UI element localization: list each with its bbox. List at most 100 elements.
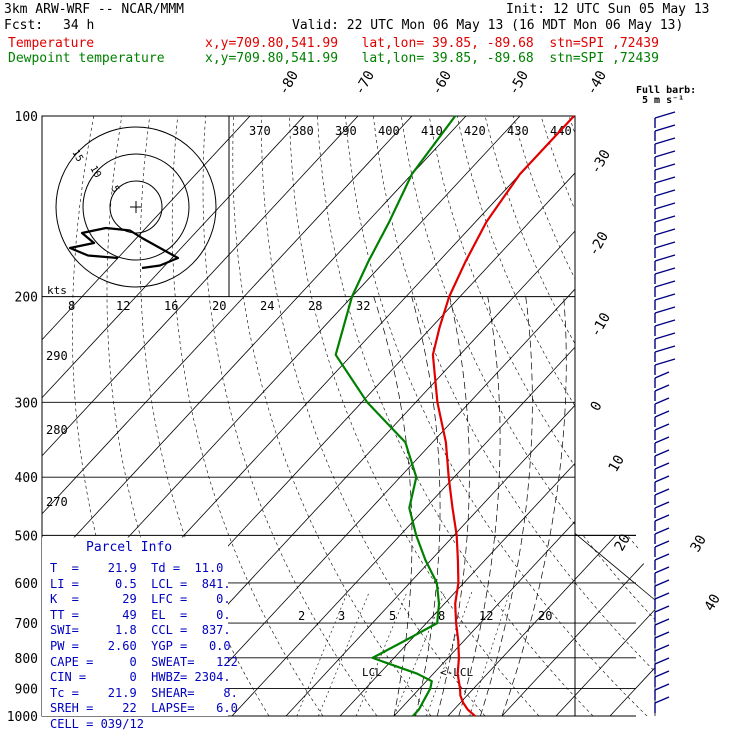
wind-barb bbox=[654, 202, 676, 210]
wind-barb bbox=[654, 644, 670, 652]
pressure-label: 700 bbox=[15, 617, 38, 632]
theta-label: 410 bbox=[421, 124, 443, 138]
isotherm-label: -80 bbox=[276, 68, 303, 98]
isotherm-label: 10 bbox=[606, 452, 628, 475]
wind-barb bbox=[654, 436, 670, 444]
wind-barb bbox=[654, 280, 676, 288]
wind-barb bbox=[654, 410, 670, 418]
isotherm-label: 40 bbox=[702, 591, 724, 614]
wind-barb bbox=[654, 657, 670, 665]
parcel-info-line: SREH = 22 LAPSE= 6.0 bbox=[50, 701, 238, 716]
parcel-info-line: PW = 2.60 YGP = 0.0 bbox=[50, 639, 231, 653]
hodograph-speed-label: 8 bbox=[68, 299, 75, 313]
wind-barb bbox=[654, 189, 676, 197]
wind-barb bbox=[654, 527, 670, 535]
wind-barb bbox=[654, 540, 670, 548]
wind-barb bbox=[654, 566, 670, 574]
parcel-info-line: Tc = 21.9 SHEAR= 8. bbox=[50, 685, 238, 700]
hodograph-speed-label: 28 bbox=[308, 299, 322, 313]
wind-barb bbox=[654, 345, 676, 353]
dry-adiabat bbox=[139, 116, 270, 716]
isotherm bbox=[42, 116, 359, 716]
wind-barb bbox=[654, 605, 670, 613]
dry-adiabat bbox=[171, 116, 324, 716]
isotherm-label: -60 bbox=[429, 68, 456, 98]
parcel-info-title: Parcel Info bbox=[86, 540, 173, 555]
dewpoint-legend-label: Dewpoint temperature bbox=[8, 51, 165, 66]
barb-legend-unit: 5 m s⁻¹ bbox=[642, 95, 684, 106]
isotherm bbox=[42, 116, 251, 716]
wind-barb bbox=[654, 319, 676, 327]
isotherm-label: -10 bbox=[588, 310, 615, 340]
hodograph-ring-label: 5 bbox=[108, 184, 121, 195]
pressure-label: 900 bbox=[15, 683, 38, 698]
pressure-label: 300 bbox=[15, 396, 38, 411]
dry-adiabat bbox=[512, 116, 655, 716]
parcel-info-line: TT = 49 EL = 0. bbox=[50, 607, 231, 622]
dry-adiabat bbox=[373, 116, 655, 716]
wind-barb bbox=[654, 124, 676, 132]
wind-barb bbox=[654, 111, 676, 119]
moist-adiabat bbox=[411, 296, 441, 716]
dewpoint-line bbox=[334, 115, 457, 717]
hodograph-ring-label: 10 bbox=[87, 164, 103, 180]
wind-barb bbox=[654, 618, 670, 626]
wind-barb bbox=[654, 449, 670, 457]
parcel-info-line: CIN = 0 HWBZ= 2304. bbox=[50, 670, 231, 685]
isotherm bbox=[231, 116, 655, 716]
forecast-label: Fcst: bbox=[4, 18, 44, 33]
pressure-label: 400 bbox=[15, 471, 38, 486]
parcel-info-line: T = 21.9 Td = 11.0 bbox=[50, 561, 224, 575]
isotherm-label: -40 bbox=[584, 68, 611, 98]
hodograph-kts-label: kts bbox=[47, 284, 67, 297]
mixing-ratio-label: 20 bbox=[538, 609, 552, 623]
plot-frame bbox=[41, 115, 576, 717]
theta-label: 420 bbox=[464, 124, 486, 138]
wind-barb bbox=[654, 514, 670, 522]
pressure-label: 500 bbox=[15, 529, 38, 544]
hodograph-speed-label: 20 bbox=[212, 299, 226, 313]
isotherm-label: 0 bbox=[588, 399, 606, 414]
theta-label: 380 bbox=[292, 124, 314, 138]
dry-adiabat bbox=[709, 116, 740, 716]
isotherm bbox=[501, 116, 655, 716]
model-title: 3km ARW-WRF -- NCAR/MMM bbox=[4, 2, 185, 17]
parcel-info-box bbox=[42, 537, 228, 716]
wind-barb bbox=[654, 384, 670, 392]
barb-legend-title: Full barb: bbox=[636, 85, 696, 96]
pressure-label: 800 bbox=[15, 652, 38, 667]
wind-barb bbox=[654, 241, 676, 249]
parcel-info-line: CAPE = 0 SWEAT= 122 bbox=[50, 654, 238, 669]
wind-barb bbox=[654, 163, 676, 171]
theta-label: 280 bbox=[46, 423, 68, 437]
pressure-label: 100 bbox=[15, 110, 38, 125]
dry-adiabat bbox=[428, 116, 655, 716]
dry-adiabat bbox=[345, 116, 648, 716]
init-time: Init: 12 UTC Sun 05 May 13 bbox=[506, 2, 710, 17]
isotherm bbox=[555, 116, 655, 716]
isotherm-label: 20 bbox=[612, 531, 634, 554]
wind-barb bbox=[654, 696, 670, 704]
wind-barb bbox=[654, 332, 676, 340]
hodograph-speed-label: 12 bbox=[116, 299, 130, 313]
parcel-info-line: K = 29 LFC = 0. bbox=[50, 592, 231, 607]
hodograph-speed-label: 24 bbox=[260, 299, 274, 313]
parcel-info-line: CELL = 039/12 bbox=[50, 717, 144, 731]
wind-barb bbox=[654, 137, 676, 145]
isotherm-label: -20 bbox=[586, 229, 613, 259]
dry-adiabat bbox=[232, 116, 432, 716]
wind-barb bbox=[654, 150, 676, 158]
isotherm bbox=[42, 116, 413, 716]
dry-adiabat bbox=[261, 116, 486, 716]
wind-barb bbox=[654, 475, 670, 483]
isotherm bbox=[447, 116, 655, 716]
wind-barb bbox=[654, 592, 670, 600]
parcel-info-line: SWI= 1.8 CCL = 837. bbox=[50, 623, 231, 638]
dewpoint-legend-info: x,y=709.80,541.99 lat,lon= 39.85, -89.68… bbox=[205, 51, 659, 66]
wind-barb bbox=[654, 228, 676, 236]
wind-barb bbox=[654, 501, 670, 509]
wind-barb bbox=[654, 631, 670, 639]
mixing-ratio-line bbox=[426, 591, 473, 716]
isotherm bbox=[42, 116, 467, 716]
